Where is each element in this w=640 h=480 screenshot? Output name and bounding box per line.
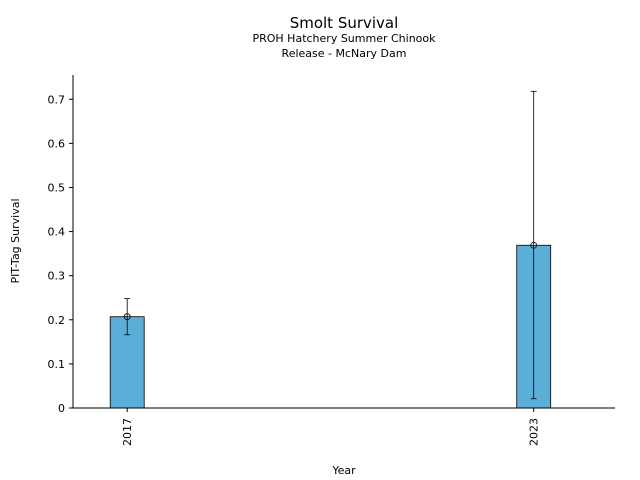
y-tick-label: 0 bbox=[58, 402, 65, 415]
y-tick-label: 0.1 bbox=[48, 358, 66, 371]
chart-subtitle-line-1: PROH Hatchery Summer Chinook bbox=[252, 32, 436, 45]
plot-area: 0 0.1 0.2 0.3 0.4 0.5 0.6 0.7 2017 2023 bbox=[48, 90, 552, 446]
point-marker-2017 bbox=[123, 313, 131, 321]
chart-subtitle-line-2: Release - McNary Dam bbox=[282, 47, 407, 60]
y-tick-label: 0.6 bbox=[48, 137, 66, 150]
y-tick-label: 0.5 bbox=[48, 181, 66, 194]
chart-title: Smolt Survival bbox=[290, 14, 399, 32]
x-axis-label: Year bbox=[331, 464, 356, 477]
y-tick-label: 0.3 bbox=[48, 270, 66, 283]
x-tick-label: 2017 bbox=[121, 418, 134, 446]
y-axis-label: PIT-Tag Survival bbox=[9, 198, 22, 283]
point-marker-2023 bbox=[530, 241, 538, 249]
y-tick-label: 0.7 bbox=[48, 93, 66, 106]
x-tick-label: 2023 bbox=[528, 418, 541, 446]
y-tick-label: 0.4 bbox=[48, 226, 66, 239]
y-tick-label: 0.2 bbox=[48, 314, 66, 327]
